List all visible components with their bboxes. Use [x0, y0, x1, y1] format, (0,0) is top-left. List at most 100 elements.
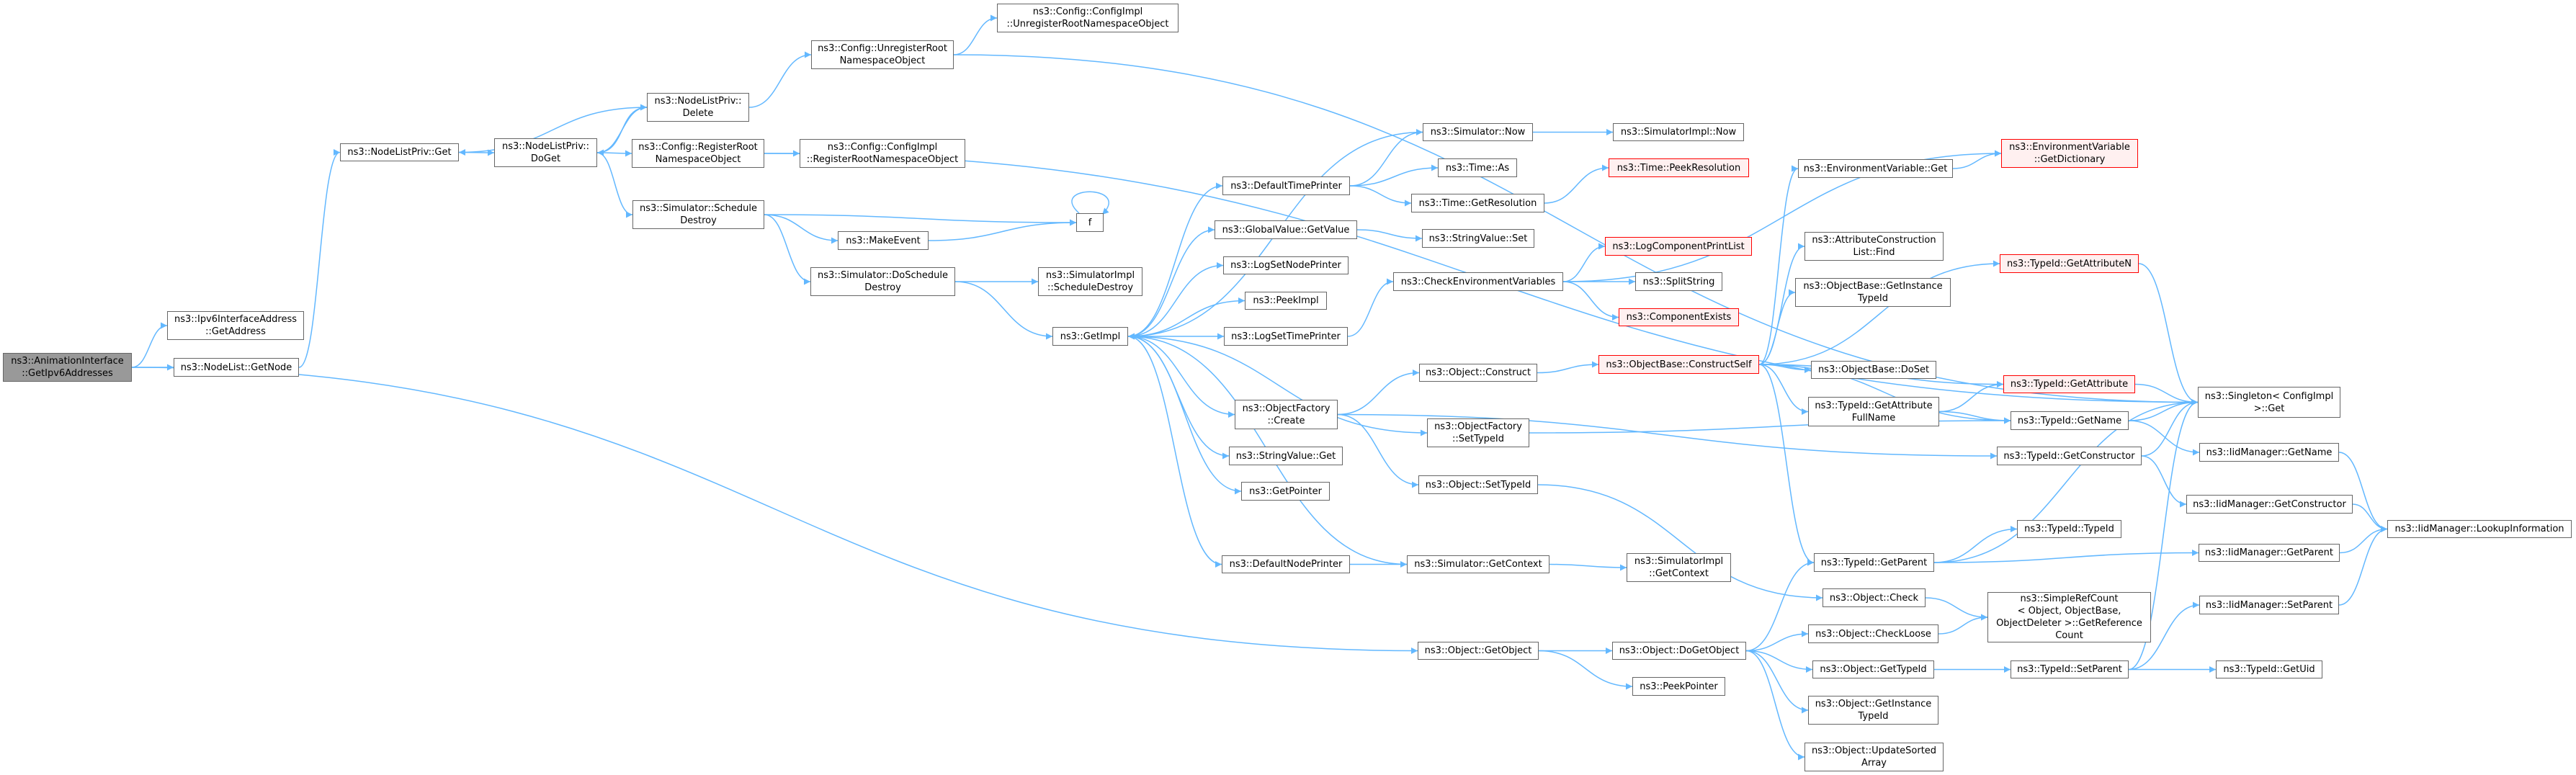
node-splitString[interactable]: ns3::SplitString	[1635, 272, 1722, 291]
node-doSet[interactable]: ns3::ObjectBase::DoSet	[1811, 361, 1936, 379]
node-label: ns3::Object::Check	[1829, 592, 1919, 604]
node-getAttr[interactable]: ns3::TypeId::GetAttribute	[2003, 375, 2135, 393]
node-logSetTime[interactable]: ns3::LogSetTimePrinter	[1224, 327, 1348, 346]
node-label: ns3::CheckEnvironmentVariables	[1400, 276, 1556, 287]
node-getAttrFull[interactable]: ns3::TypeId::GetAttribute FullName	[1808, 397, 1939, 426]
edge-getImpl-to-ofSetTypeId	[1127, 336, 1428, 436]
node-label: ns3::IidManager::GetParent	[2204, 547, 2334, 558]
node-objSetTypeId[interactable]: ns3::Object::SetTypeId	[1418, 475, 1538, 494]
node-simpleRef[interactable]: ns3::SimpleRefCount < Object, ObjectBase,…	[1987, 592, 2151, 642]
node-label: >::Get	[2253, 403, 2285, 414]
node-tidGetUid[interactable]: ns3::TypeId::GetUid	[2216, 660, 2322, 678]
node-tidSetParent[interactable]: ns3::TypeId::SetParent	[2011, 660, 2129, 678]
edge-tidGetParent-to-tidTid	[1933, 526, 2018, 563]
node-ofSetTypeId[interactable]: ns3::ObjectFactory::SetTypeId	[1427, 418, 1529, 447]
node-logSetNode[interactable]: ns3::LogSetNodePrinter	[1223, 256, 1349, 274]
node-constructSelf[interactable]: ns3::ObjectBase::ConstructSelf	[1598, 355, 1759, 374]
node-schedDestroy[interactable]: ns3::Simulator::Schedule Destroy	[632, 200, 764, 229]
node-envDict[interactable]: ns3::EnvironmentVariable::GetDictionary	[2001, 139, 2138, 168]
node-doSchedDestroy[interactable]: ns3::Simulator::DoSchedule Destroy	[810, 267, 955, 296]
node-getObject[interactable]: ns3::Object::GetObject	[1418, 642, 1539, 660]
node-label: ns3::Simulator::Now	[1430, 127, 1526, 138]
node-svSet[interactable]: ns3::StringValue::Set	[1422, 229, 1534, 248]
node-getImpl[interactable]: ns3::GetImpl	[1052, 327, 1128, 346]
node-implGetContext[interactable]: ns3::SimulatorImpl::GetContext	[1627, 553, 1731, 582]
node-defTimePrinter[interactable]: ns3::DefaultTimePrinter	[1222, 176, 1350, 195]
node-objCheck[interactable]: ns3::Object::Check	[1823, 588, 1926, 607]
edge-doGetObject-to-objGetTid	[1745, 650, 1813, 673]
node-objConstruct[interactable]: ns3::Object::Construct	[1419, 364, 1537, 382]
node-tidGetParent[interactable]: ns3::TypeId::GetParent	[1814, 553, 1934, 572]
node-lookup[interactable]: ns3::IidManager::LookupInformation	[2387, 520, 2572, 538]
node-label: ns3::NodeListPriv::	[501, 141, 589, 152]
edge-tidGetCtor-to-singleton	[2141, 399, 2199, 457]
node-label: ns3::ObjectFactory	[1242, 403, 1331, 414]
node-implNow[interactable]: ns3::SimulatorImpl::Now	[1613, 123, 1744, 141]
node-implunreg[interactable]: ns3::Config::ConfigImpl::UnregisterRootN…	[997, 4, 1179, 32]
node-unreg[interactable]: ns3::Config::UnregisterRoot NamespaceObje…	[811, 40, 954, 69]
node-tidGetCtor[interactable]: ns3::TypeId::GetConstructor	[1997, 447, 2142, 465]
node-getAttrN[interactable]: ns3::TypeId::GetAttributeN	[2000, 254, 2139, 273]
node-tidTid[interactable]: ns3::TypeId::TypeId	[2017, 520, 2121, 538]
node-implreg[interactable]: ns3::Config::ConfigImpl::RegisterRootNam…	[800, 139, 965, 168]
node-iidGetCtor[interactable]: ns3::IidManager::GetConstructor	[2186, 495, 2353, 514]
node-label: ns3::EnvironmentVariable	[2009, 142, 2130, 153]
node-label: ObjectDeleter >::GetReference	[1996, 618, 2142, 629]
node-label: ns3::GlobalValue::GetValue	[1222, 224, 1350, 236]
node-label: ::RegisterRootNamespaceObject	[806, 154, 959, 165]
node-label: ns3::Object::DoGetObject	[1619, 645, 1740, 656]
node-label: ns3::TypeId::GetParent	[1820, 557, 1928, 568]
node-svGet[interactable]: ns3::StringValue::Get	[1229, 447, 1343, 465]
node-label: ns3::Simulator::Schedule	[639, 203, 758, 214]
edge-iidGetName-to-lookup	[2338, 452, 2388, 532]
node-label: ns3::TypeId::GetUid	[2223, 664, 2315, 675]
node-nlpdelete[interactable]: ns3::NodeListPriv:: Delete	[647, 93, 749, 122]
node-obGetInstTid[interactable]: ns3::ObjectBase::GetInstance TypeId	[1795, 278, 1951, 307]
node-objGetTid[interactable]: ns3::Object::GetTypeId	[1812, 660, 1934, 678]
node-makeEvent[interactable]: ns3::MakeEvent	[838, 231, 929, 250]
node-label: ns3::AnimationInterface	[11, 356, 124, 367]
node-attrFind[interactable]: ns3::AttributeConstruction List::Find	[1804, 232, 1944, 261]
node-label: ns3::NodeListPriv::	[654, 96, 742, 107]
node-label: ns3::TypeId::GetConstructor	[2003, 450, 2135, 462]
edge-getAttr-to-singleton	[2134, 383, 2199, 406]
node-implSchedDestroy[interactable]: ns3::SimulatorImpl::ScheduleDestroy	[1038, 267, 1142, 296]
node-iidGetParent[interactable]: ns3::IidManager::GetParent	[2199, 544, 2340, 562]
node-objGetInstTid[interactable]: ns3::Object::GetInstance TypeId	[1808, 696, 1938, 725]
node-checkEnv[interactable]: ns3::CheckEnvironmentVariables	[1393, 272, 1563, 291]
node-simGetContext[interactable]: ns3::Simulator::GetContext	[1407, 555, 1549, 573]
node-nlpget[interactable]: ns3::NodeListPriv::Get	[340, 143, 459, 161]
node-simNow[interactable]: ns3::Simulator::Now	[1423, 123, 1533, 141]
node-label: ns3::Config::ConfigImpl	[827, 142, 938, 153]
node-compExists[interactable]: ns3::ComponentExists	[1619, 308, 1739, 326]
node-updSorted[interactable]: ns3::Object::UpdateSorted Array	[1804, 743, 1944, 771]
node-logCompPrint[interactable]: ns3::LogComponentPrintList	[1605, 237, 1752, 256]
node-peekRes[interactable]: ns3::Time::PeekResolution	[1609, 158, 1749, 177]
node-defNodePrinter[interactable]: ns3::DefaultNodePrinter	[1222, 555, 1350, 573]
node-singleton[interactable]: ns3::Singleton< ConfigImpl >::Get	[2198, 387, 2340, 418]
node-getRes[interactable]: ns3::Time::GetResolution	[1411, 194, 1544, 212]
node-f[interactable]: f	[1076, 213, 1104, 232]
node-peekPointer[interactable]: ns3::PeekPointer	[1632, 677, 1725, 696]
node-tidGetName[interactable]: ns3::TypeId::GetName	[2011, 411, 2129, 430]
node-gvGetValue[interactable]: ns3::GlobalValue::GetValue	[1215, 220, 1357, 239]
node-timeAs[interactable]: ns3::Time::As	[1438, 158, 1517, 177]
node-iidGetName[interactable]: ns3::IidManager::GetName	[2199, 443, 2339, 462]
node-ipv6addr[interactable]: ns3::Ipv6InterfaceAddress::GetAddress	[167, 311, 304, 340]
edge-constructSelf-to-getAttrN	[1758, 260, 2000, 365]
node-label: ns3::SimpleRefCount	[2020, 593, 2119, 604]
edge-getAttrN-to-singleton	[2138, 263, 2199, 406]
node-checkLoose[interactable]: ns3::Object::CheckLoose	[1808, 624, 1938, 643]
node-peekImpl[interactable]: ns3::PeekImpl	[1245, 292, 1327, 310]
node-label: ns3::PeekPointer	[1640, 681, 1718, 692]
node-label: FullName	[1851, 412, 1896, 424]
node-getPointer[interactable]: ns3::GetPointer	[1241, 482, 1330, 501]
node-envGet[interactable]: ns3::EnvironmentVariable::Get	[1798, 159, 1953, 178]
node-reg[interactable]: ns3::Config::RegisterRoot NamespaceObject	[632, 139, 764, 168]
node-root[interactable]: ns3::AnimationInterface::GetIpv6Addresse…	[3, 353, 132, 382]
node-getnode[interactable]: ns3::NodeList::GetNode	[174, 358, 299, 377]
node-doGetObject[interactable]: ns3::Object::DoGetObject	[1612, 642, 1746, 660]
node-ofCreate[interactable]: ns3::ObjectFactory::Create	[1235, 400, 1338, 429]
node-nlpdoget[interactable]: ns3::NodeListPriv:: DoGet	[494, 138, 597, 167]
node-iidSetParent[interactable]: ns3::IidManager::SetParent	[2199, 596, 2339, 614]
